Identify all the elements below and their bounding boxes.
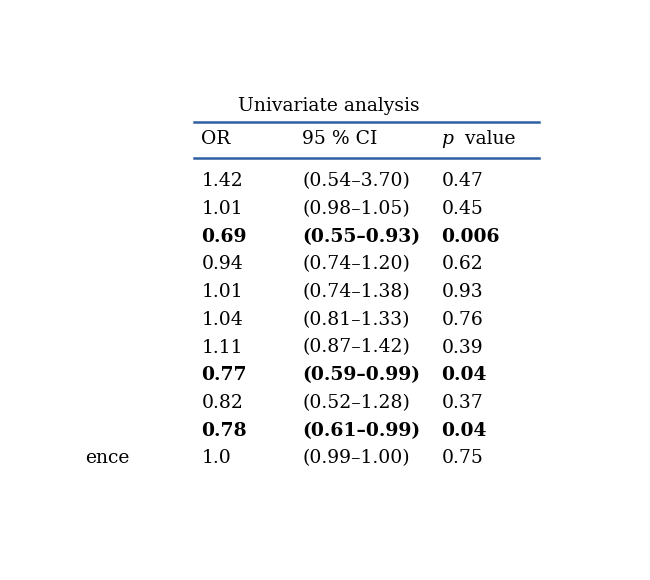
Text: p: p [441, 130, 454, 148]
Text: (0.59–0.99): (0.59–0.99) [302, 367, 420, 385]
Text: 0.69: 0.69 [202, 228, 247, 246]
Text: 0.006: 0.006 [441, 228, 500, 246]
Text: (0.52–1.28): (0.52–1.28) [302, 394, 410, 412]
Text: 1.01: 1.01 [202, 200, 243, 218]
Text: 1.42: 1.42 [202, 172, 243, 190]
Text: 0.82: 0.82 [202, 394, 243, 412]
Text: (0.98–1.05): (0.98–1.05) [302, 200, 410, 218]
Text: (0.61–0.99): (0.61–0.99) [302, 422, 421, 440]
Text: (0.99–1.00): (0.99–1.00) [302, 450, 410, 467]
Text: value: value [459, 130, 515, 148]
Text: (0.55–0.93): (0.55–0.93) [302, 228, 421, 246]
Text: 0.78: 0.78 [202, 422, 247, 440]
Text: 0.47: 0.47 [441, 172, 484, 190]
Text: 0.76: 0.76 [441, 311, 484, 329]
Text: 1.0: 1.0 [202, 450, 231, 467]
Text: 0.93: 0.93 [441, 283, 483, 301]
Text: Univariate analysis: Univariate analysis [239, 96, 420, 114]
Text: 0.94: 0.94 [202, 255, 243, 273]
Text: (0.81–1.33): (0.81–1.33) [302, 311, 410, 329]
Text: ence: ence [85, 450, 129, 467]
Text: 0.04: 0.04 [441, 367, 487, 385]
Text: 0.75: 0.75 [441, 450, 484, 467]
Text: 1.01: 1.01 [202, 283, 243, 301]
Text: 0.77: 0.77 [202, 367, 247, 385]
Text: 0.45: 0.45 [441, 200, 484, 218]
Text: 0.37: 0.37 [441, 394, 484, 412]
Text: 95 % CI: 95 % CI [302, 130, 378, 148]
Text: 0.62: 0.62 [441, 255, 484, 273]
Text: 0.04: 0.04 [441, 422, 487, 440]
Text: (0.54–3.70): (0.54–3.70) [302, 172, 410, 190]
Text: OR: OR [202, 130, 231, 148]
Text: 1.11: 1.11 [202, 339, 243, 357]
Text: (0.74–1.38): (0.74–1.38) [302, 283, 410, 301]
Text: 0.39: 0.39 [441, 339, 483, 357]
Text: (0.74–1.20): (0.74–1.20) [302, 255, 410, 273]
Text: (0.87–1.42): (0.87–1.42) [302, 339, 410, 357]
Text: 1.04: 1.04 [202, 311, 243, 329]
